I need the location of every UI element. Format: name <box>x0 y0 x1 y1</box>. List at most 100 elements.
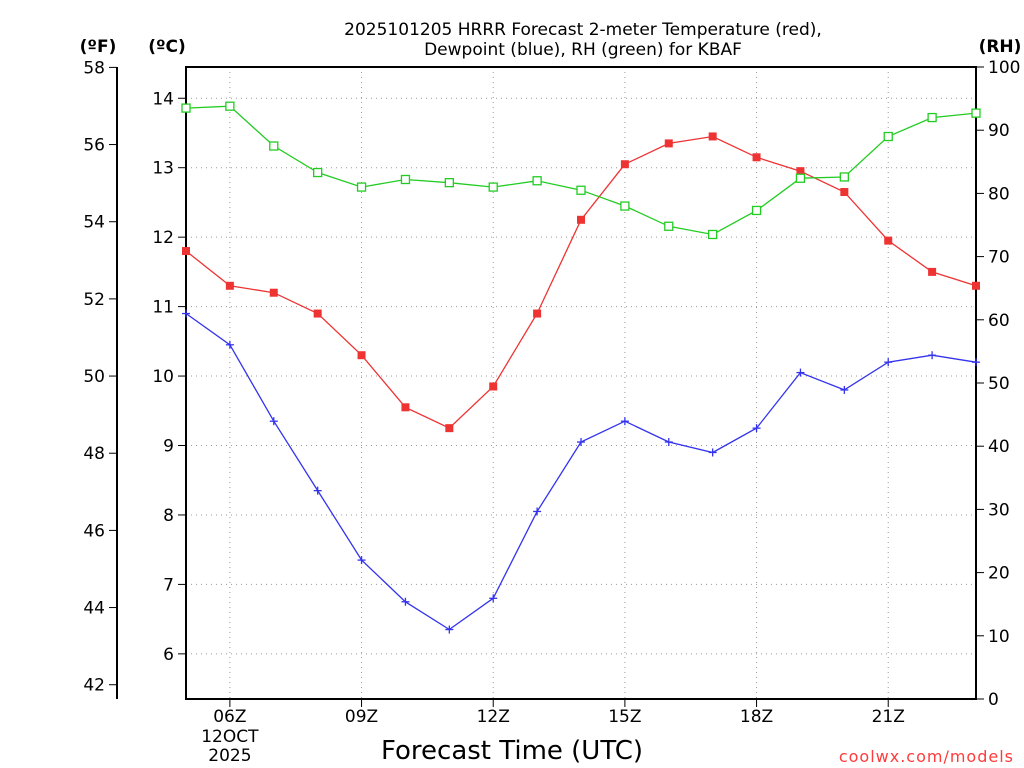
dewpoint-point <box>972 358 980 367</box>
dewpoint-point <box>708 448 717 457</box>
temperature-point <box>269 288 278 297</box>
rh-point <box>839 172 849 182</box>
credit-text: coolwx.com/models <box>839 747 1014 766</box>
rh-tick-label: 40 <box>988 437 1010 457</box>
x-tick-label: 21Z <box>872 707 905 727</box>
fahrenheit-tick-label: 50 <box>83 367 105 387</box>
fahrenheit-tick-label: 52 <box>83 290 105 310</box>
temperature-point <box>708 132 717 141</box>
celsius-unit-label: (ºC) <box>148 37 186 57</box>
dewpoint-point <box>840 385 849 394</box>
rh-tick-label: 100 <box>988 58 1020 78</box>
fahrenheit-unit-label: (ºF) <box>80 37 117 57</box>
x-tick-label: 18Z <box>740 707 773 727</box>
temperature-point <box>489 382 498 391</box>
rh-tick-label: 70 <box>988 248 1010 268</box>
celsius-tick-label: 14 <box>152 89 174 109</box>
temperature-point <box>884 236 893 245</box>
celsius-tick-label: 11 <box>152 298 174 318</box>
dewpoint-point <box>445 625 454 634</box>
fahrenheit-tick-label: 42 <box>83 676 105 696</box>
temperature-point <box>840 188 849 197</box>
data-series <box>181 101 981 634</box>
tick-labels: 6 7 8 9 10 11 12 13 14 42 44 46 48 50 52 54 56 58 0 10 20 30 4… <box>83 58 1020 766</box>
celsius-tick-label: 6 <box>163 645 174 665</box>
rh-unit-label: (RH) <box>979 37 1022 57</box>
rh-point <box>664 221 674 231</box>
celsius-tick-label: 10 <box>152 367 174 387</box>
rh-point <box>400 174 411 185</box>
rh-point <box>971 108 981 118</box>
rh-point <box>620 201 630 211</box>
fahrenheit-tick-label: 58 <box>83 58 105 78</box>
fahrenheit-tick-label: 54 <box>83 213 105 233</box>
dewpoint-point <box>664 438 673 447</box>
rh-tick-label: 50 <box>988 374 1010 394</box>
celsius-tick-label: 13 <box>152 159 174 179</box>
x-tick-date-label: 12OCT <box>201 727 259 747</box>
chart-title-line-2: Dewpoint (blue), RH (green) for KBAF <box>424 40 742 60</box>
dewpoint-point <box>796 368 805 377</box>
rh-point <box>927 112 937 123</box>
rh-point <box>269 141 279 151</box>
x-tick-label: 12Z <box>477 707 510 727</box>
chart-title-line-1: 2025101205 HRRR Forecast 2-meter Tempera… <box>344 20 822 40</box>
dewpoint-point <box>533 507 542 516</box>
temperature-point <box>752 153 761 162</box>
x-tick-year-label: 2025 <box>208 746 251 766</box>
rh-point <box>795 173 806 183</box>
x-tick-label: 06Z <box>213 707 246 727</box>
temperature-point <box>928 267 937 276</box>
dewpoint-point <box>401 597 410 606</box>
dewpoint-point <box>182 309 190 318</box>
temperature-point <box>796 167 805 176</box>
temperature-point <box>577 215 585 224</box>
temperature-point <box>445 424 454 433</box>
rh-point <box>225 101 235 111</box>
rh-tick-label: 0 <box>988 690 999 710</box>
axes <box>109 66 984 707</box>
dewpoint-point <box>620 417 629 426</box>
rh-point <box>444 178 454 188</box>
rh-tick-label: 80 <box>988 184 1010 204</box>
celsius-tick-label: 7 <box>163 575 174 595</box>
rh-tick-label: 60 <box>988 311 1010 331</box>
temperature-point <box>357 351 366 360</box>
rh-point <box>532 176 542 186</box>
dewpoint-point <box>489 594 498 603</box>
rh-tick-label: 30 <box>988 500 1010 520</box>
dewpoint-point <box>577 438 585 447</box>
temperature-point <box>182 247 190 256</box>
fahrenheit-tick-label: 46 <box>83 521 105 541</box>
dewpoint-point <box>313 486 322 495</box>
temperature-point <box>313 309 322 318</box>
rh-tick-label: 10 <box>988 627 1010 647</box>
temperature-point <box>401 403 410 412</box>
celsius-tick-label: 12 <box>152 228 174 248</box>
dewpoint-point <box>269 417 278 426</box>
grid-lines <box>186 67 976 699</box>
rh-tick-label: 90 <box>988 121 1010 141</box>
x-tick-label: 09Z <box>345 707 378 727</box>
rh-point <box>181 103 191 113</box>
dewpoint-point <box>884 358 893 367</box>
celsius-tick-label: 8 <box>163 506 174 526</box>
temperature-point <box>664 139 673 148</box>
dewpoint-point <box>357 556 366 565</box>
fahrenheit-tick-label: 56 <box>83 136 105 156</box>
temperature-point <box>620 160 629 169</box>
rh-point <box>313 167 323 178</box>
x-axis-label: Forecast Time (UTC) <box>381 736 643 766</box>
fahrenheit-tick-label: 48 <box>83 444 105 464</box>
rh-point <box>356 182 367 192</box>
rh-tick-label: 20 <box>988 564 1010 584</box>
dewpoint-point <box>928 351 937 360</box>
fahrenheit-tick-label: 44 <box>83 599 105 619</box>
rh-point <box>708 229 718 240</box>
rh-point <box>576 185 586 195</box>
temperature-point <box>972 281 980 290</box>
rh-point <box>488 182 498 192</box>
rh-point <box>751 205 762 216</box>
temperature-point <box>225 281 234 290</box>
